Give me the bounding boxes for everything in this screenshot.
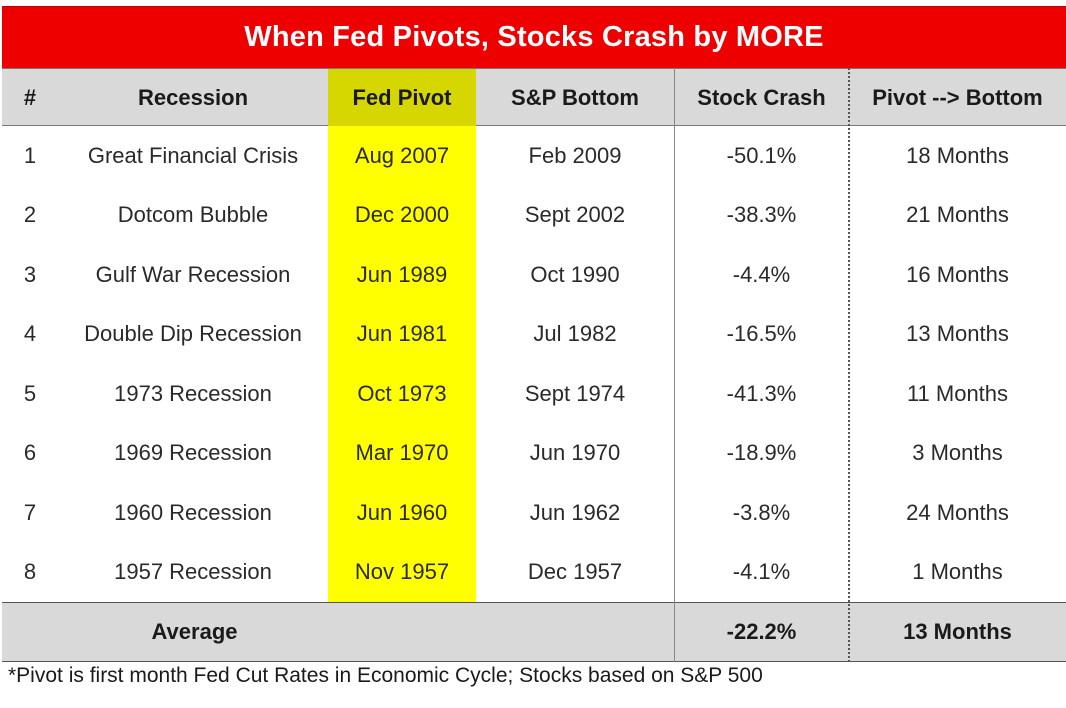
column-header-num: # (23, 84, 37, 110)
average-label: Average (151, 619, 238, 644)
pivot-to-bottom-value: 16 Months (906, 261, 1009, 287)
sp-bottom-date: Dec 1957 (527, 559, 623, 585)
column-header-recession: Recession (137, 84, 249, 110)
divider-stock-crash (674, 68, 675, 662)
fed-pivot-date: Aug 2007 (354, 142, 450, 168)
fed-pivot-date: Dec 2000 (354, 202, 450, 228)
stock-crash-value: -3.8% (732, 499, 791, 525)
header-row: # Recession Fed Pivot S&P Bottom Stock C… (2, 68, 1066, 126)
data-table: # Recession Fed Pivot S&P Bottom Stock C… (2, 68, 1066, 662)
row-number: 2 (23, 202, 37, 228)
sp-bottom-date: Feb 2009 (528, 142, 622, 168)
average-pivot-to-bottom: 13 Months (903, 619, 1012, 644)
sp-bottom-date: Sept 1974 (524, 380, 626, 406)
stock-crash-value: -4.1% (732, 559, 791, 585)
recession-name: 1969 Recession (114, 440, 272, 466)
average-row: Average -22.2% 13 Months (2, 602, 1066, 662)
pivot-to-bottom-value: 13 Months (906, 321, 1009, 347)
recession-name: 1957 Recession (114, 559, 272, 585)
row-number: 5 (23, 380, 37, 406)
pivot-to-bottom-value: 3 Months (912, 440, 1003, 466)
fed-pivot-date: Jun 1960 (356, 499, 448, 525)
stock-crash-value: -50.1% (726, 142, 797, 168)
row-number: 1 (23, 142, 37, 168)
sp-bottom-date: Jun 1970 (529, 440, 621, 466)
pivot-to-bottom-value: 24 Months (906, 499, 1009, 525)
column-header-pivot-to-bottom: Pivot --> Bottom (872, 84, 1043, 110)
sp-bottom-date: Sept 2002 (524, 202, 626, 228)
fed-pivot-date: Jun 1981 (356, 321, 448, 347)
recession-name: Great Financial Crisis (87, 142, 299, 168)
fed-pivot-date: Nov 1957 (354, 559, 450, 585)
stock-crash-value: -38.3% (726, 202, 797, 228)
recession-name: 1973 Recession (114, 380, 272, 406)
table-row: 8 1957 Recession Nov 1957 Dec 1957 -4.1% 1 Mo… (2, 543, 1066, 603)
fed-pivot-date: Jun 1989 (356, 261, 448, 287)
column-header-stock-crash: Stock Crash (697, 84, 826, 110)
row-number: 7 (23, 499, 37, 525)
sp-bottom-date: Oct 1990 (530, 261, 620, 287)
table-row: 7 1960 Recession Jun 1960 Jun 1962 -3.8% 24 M… (2, 483, 1066, 543)
table-row: 2 Dotcom Bubble Dec 2000 Sept 2002 -38.3% 21 … (2, 186, 1066, 246)
fed-pivot-column-highlight (328, 126, 476, 602)
stock-crash-value: -41.3% (726, 380, 797, 406)
divider-pivot-to-bottom (848, 68, 850, 662)
stock-crash-value: -16.5% (726, 321, 797, 347)
stock-crash-value: -18.9% (726, 440, 797, 466)
recession-name: Dotcom Bubble (117, 202, 269, 228)
row-number: 3 (23, 261, 37, 287)
column-header-fed-pivot: Fed Pivot (352, 84, 452, 110)
table-row: 4 Double Dip Recession Jun 1981 Jul 1982 -16… (2, 305, 1066, 365)
pivot-to-bottom-value: 18 Months (906, 142, 1009, 168)
chart-title: When Fed Pivots, Stocks Crash by MORE (2, 6, 1066, 68)
table-row: 1 Great Financial Crisis Aug 2007 Feb 2009 -… (2, 126, 1066, 186)
row-number: 4 (23, 321, 37, 347)
row-number: 6 (23, 440, 37, 466)
row-number: 8 (23, 559, 37, 585)
pivot-to-bottom-value: 11 Months (906, 380, 1009, 406)
column-header-sp-bottom: S&P Bottom (511, 84, 639, 110)
sp-bottom-date: Jun 1962 (529, 499, 621, 525)
footnote: *Pivot is first month Fed Cut Rates in E… (8, 664, 763, 687)
fed-pivot-header-highlight (328, 69, 476, 126)
recession-name: 1960 Recession (114, 499, 272, 525)
fed-pivot-date: Mar 1970 (355, 440, 449, 466)
recession-name: Gulf War Recession (95, 261, 291, 287)
stock-crash-value: -4.4% (732, 261, 791, 287)
table-row: 5 1973 Recession Oct 1973 Sept 1974 -41.3% 11… (2, 364, 1066, 424)
recession-name: Double Dip Recession (84, 321, 302, 347)
sp-bottom-date: Jul 1982 (533, 321, 617, 347)
average-stock-crash: -22.2% (726, 619, 797, 644)
fed-pivot-date: Oct 1973 (357, 380, 447, 406)
table-row: 3 Gulf War Recession Jun 1989 Oct 1990 -4.4%… (2, 245, 1066, 305)
pivot-to-bottom-value: 21 Months (906, 202, 1009, 228)
pivot-to-bottom-value: 1 Months (912, 559, 1003, 585)
table-row: 6 1969 Recession Mar 1970 Jun 1970 -18.9% 3 M… (2, 424, 1066, 484)
